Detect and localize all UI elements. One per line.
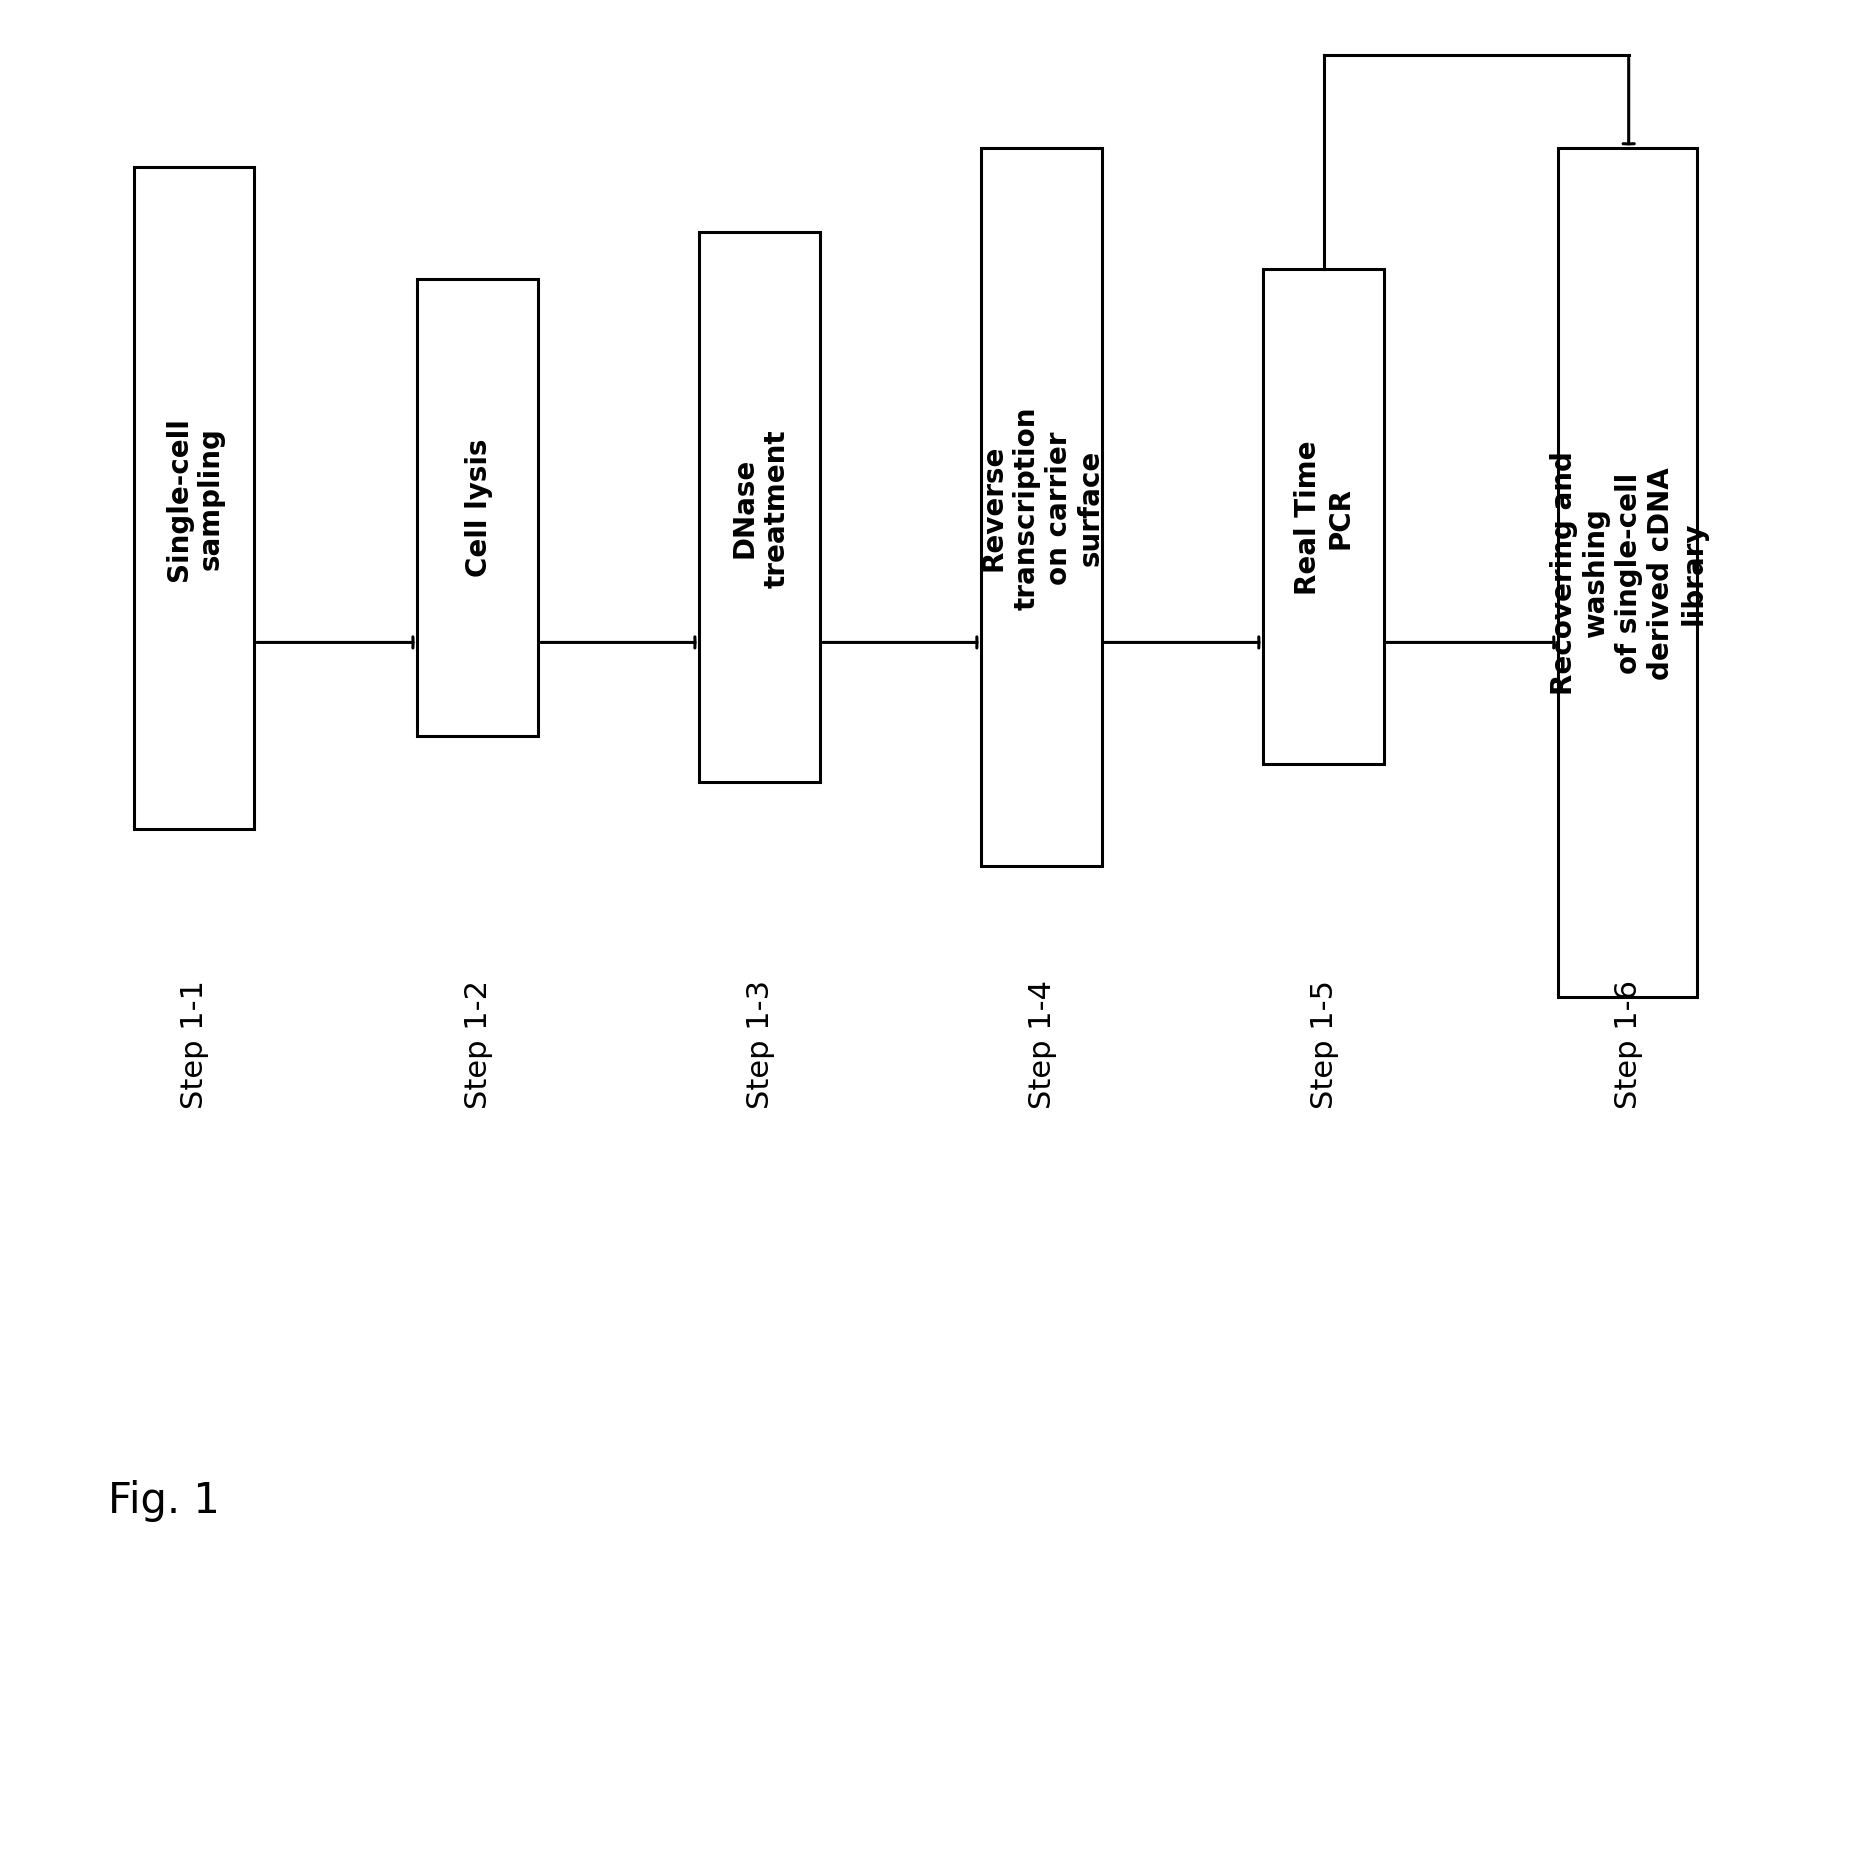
Text: Step 1-5: Step 1-5 bbox=[1310, 979, 1339, 1109]
Bar bbox=[134, 168, 254, 829]
Text: Cell lysis: Cell lysis bbox=[464, 438, 493, 578]
Text: Step 1-6: Step 1-6 bbox=[1614, 979, 1644, 1109]
Text: Fig. 1: Fig. 1 bbox=[108, 1480, 219, 1521]
Bar bbox=[699, 233, 820, 783]
Text: Step 1-2: Step 1-2 bbox=[464, 979, 493, 1109]
Text: DNase
treatment: DNase treatment bbox=[731, 429, 790, 587]
Text: Step 1-3: Step 1-3 bbox=[746, 979, 775, 1109]
Text: Step 1-1: Step 1-1 bbox=[180, 979, 210, 1109]
Bar bbox=[417, 280, 538, 736]
Bar bbox=[1263, 270, 1384, 764]
Bar bbox=[1558, 149, 1697, 997]
Text: Single-cell
sampling: Single-cell sampling bbox=[165, 418, 224, 580]
Bar bbox=[981, 149, 1102, 867]
Text: Step 1-4: Step 1-4 bbox=[1028, 979, 1057, 1109]
Text: Recovering and
washing
of single-cell
derived cDNA
library: Recovering and washing of single-cell de… bbox=[1551, 451, 1707, 695]
Text: Reverse
transcription
on carrier
surface: Reverse transcription on carrier surface bbox=[979, 406, 1106, 610]
Text: Real Time
PCR: Real Time PCR bbox=[1295, 440, 1354, 595]
